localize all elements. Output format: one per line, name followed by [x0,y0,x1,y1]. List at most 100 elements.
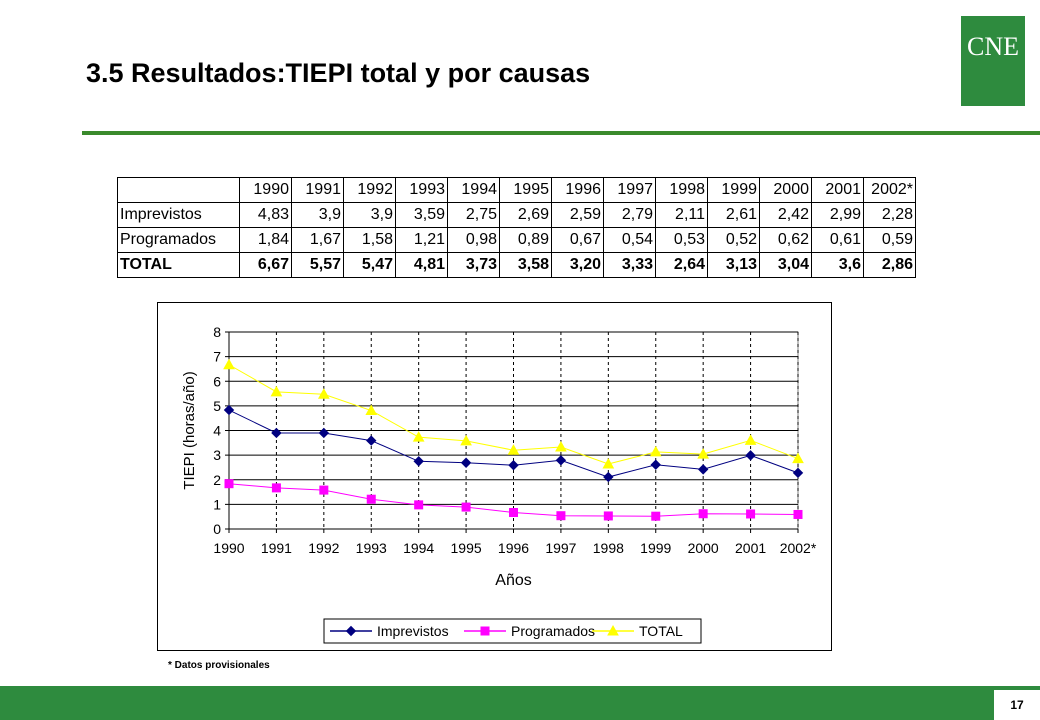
table-cell: 4,83 [239,202,292,228]
x-tick-label: 1991 [261,540,292,556]
table-year-header: 1998 [655,177,708,203]
data-point-imprevistos [366,435,377,446]
data-point-total [223,358,235,370]
x-tick-label: 1992 [308,540,339,556]
table-cell: 2,64 [655,252,708,278]
table-cell: 3,9 [291,202,344,228]
table-header-row: 1990 1991 1992 1993 1994 1995 1996 1997 1998 1999… [117,177,916,203]
y-tick-label: 1 [213,496,221,512]
y-tick-label: 5 [213,398,221,414]
data-point-total [555,440,567,452]
table-cell: 0,54 [603,227,656,253]
table-cell: 1,84 [239,227,292,253]
table-cell: 1,58 [343,227,396,253]
table-year-header: 2000 [759,177,812,203]
data-point-imprevistos [792,467,804,479]
title-divider [82,131,1040,135]
data-point-total [460,434,472,446]
data-point-imprevistos [318,427,330,439]
data-point-programados [556,511,566,521]
legend-label: Imprevistos [377,623,449,639]
data-point-imprevistos [271,427,282,439]
table-cell: 3,6 [811,252,864,278]
legend-marker-programados [480,626,490,636]
data-point-total [602,457,615,469]
data-point-programados [698,509,708,519]
x-tick-label: 1990 [213,540,244,556]
table-cell: 0,61 [811,227,864,253]
data-point-programados [746,509,756,519]
data-point-total [412,431,425,442]
x-tick-label: 1995 [451,540,482,556]
legend-label: Programados [511,623,595,639]
chart-svg: 0 1 2 3 4 5 6 7 8 1990 1991 1992 1993 1994 1995 1996 199… [181,324,817,644]
table-cell: 0,67 [551,227,604,253]
table-cell: 3,04 [759,252,812,278]
data-point-programados [224,479,234,489]
data-point-total [744,434,757,445]
table-year-header: 1997 [603,177,656,203]
legend-marker-imprevistos [345,625,357,637]
data-point-imprevistos [745,450,756,461]
x-tick-label: 1996 [498,540,529,556]
page-number: 17 [994,690,1040,720]
table-row-label: TOTAL [117,252,240,278]
table-year-header: 1992 [343,177,396,203]
table-cell: 3,73 [447,252,500,278]
table-year-header: 1996 [551,177,604,203]
data-point-programados [414,500,424,510]
table-cell: 3,58 [499,252,552,278]
table-cell: 2,86 [863,252,916,278]
table-year-header: 1994 [447,177,500,203]
table-row: Imprevistos 4,83 3,9 3,9 3,59 2,75 2,69 2,59 2,7… [117,202,916,228]
table-year-header: 1990 [239,177,292,203]
cne-logo: CNE [961,16,1025,106]
y-tick-label: 0 [213,521,221,537]
y-tick-label: 2 [213,472,221,488]
data-point-programados [319,485,329,495]
table-cell: 0,89 [499,227,552,253]
x-tick-label: 1994 [403,540,434,556]
data-point-programados [603,511,613,521]
data-point-imprevistos [650,459,661,470]
x-axis-title: Años [495,572,531,589]
data-point-total [507,444,520,455]
table-cell: 1,67 [291,227,344,253]
data-point-imprevistos [413,456,424,467]
data-point-programados [366,494,376,504]
data-point-programados [651,511,661,521]
legend-label: TOTAL [639,623,683,639]
y-tick-label: 6 [213,373,221,389]
table-cell: 2,28 [863,202,916,228]
table-cell: 3,13 [707,252,760,278]
data-point-total [792,452,804,464]
y-axis-title: TIEPI (horas/año) [181,371,198,489]
x-tick-label: 1997 [545,540,576,556]
footer-bar [0,686,1040,720]
data-point-programados [271,483,281,493]
page-title: 3.5 Resultados:TIEPI total y por causas [86,58,591,88]
table-cell: 2,59 [551,202,604,228]
table-row: TOTAL 6,67 5,57 5,47 4,81 3,73 3,58 3,20 3,33 2,6… [117,252,916,278]
data-point-total [270,385,283,397]
table-row: Programados 1,84 1,67 1,58 1,21 0,98 0,89 0,67 0… [117,227,916,253]
table-cell: 3,33 [603,252,656,278]
legend-box [323,618,702,644]
table-year-header: 1995 [499,177,552,203]
table-cell: 5,47 [343,252,396,278]
y-tick-label: 7 [213,349,221,365]
x-tick-label: 1999 [640,540,671,556]
table-cell: 2,75 [447,202,500,228]
data-point-imprevistos [697,464,709,475]
data-point-total [365,404,378,416]
table-corner-cell [117,177,240,203]
table-year-header: 2002* [863,177,916,203]
table-cell: 1,21 [395,227,448,253]
table-year-header: 1999 [707,177,760,203]
table-cell: 3,20 [551,252,604,278]
data-point-programados [509,508,518,518]
table-cell: 3,59 [395,202,448,228]
x-tick-label: 2001 [735,540,766,556]
x-tick-label: 2002* [780,540,817,556]
table-year-header: 1993 [395,177,448,203]
